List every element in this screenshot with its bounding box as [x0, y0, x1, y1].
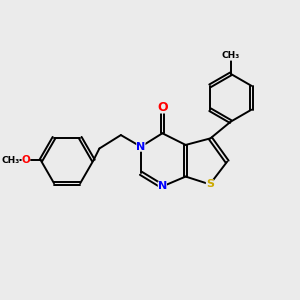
Text: CH₃: CH₃	[222, 52, 240, 61]
Text: S: S	[206, 179, 214, 189]
Text: N: N	[136, 142, 146, 152]
Text: O: O	[22, 155, 30, 165]
Text: N: N	[158, 182, 167, 191]
Text: O: O	[157, 100, 168, 113]
Text: CH₃: CH₃	[1, 156, 20, 165]
